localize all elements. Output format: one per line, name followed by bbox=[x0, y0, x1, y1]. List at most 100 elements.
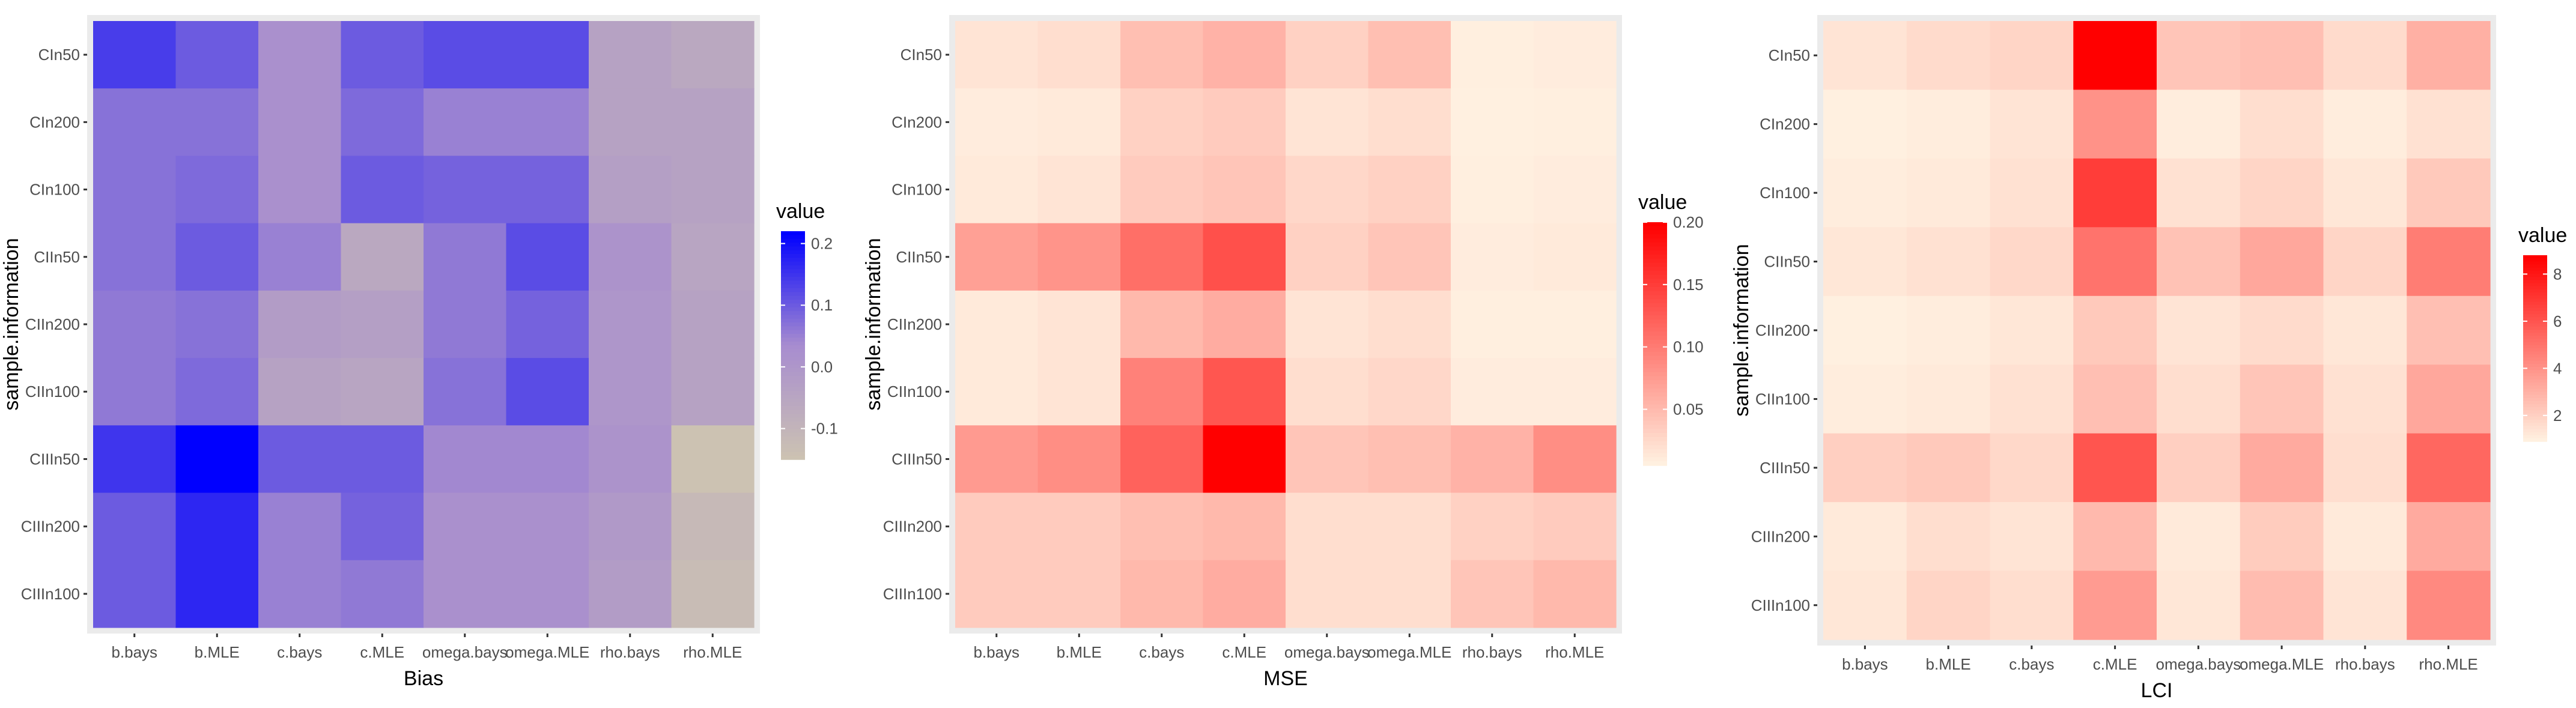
heatmap-cell bbox=[341, 156, 424, 224]
legend-color-step bbox=[781, 383, 805, 388]
legend-color-step bbox=[781, 243, 805, 247]
heatmap-cell bbox=[1368, 290, 1451, 359]
heatmap-cell bbox=[1990, 365, 2074, 434]
heatmap-cell bbox=[2240, 89, 2324, 159]
heatmap-cell bbox=[1037, 560, 1121, 628]
heatmap-cell bbox=[1286, 156, 1369, 224]
heatmap-cell bbox=[1823, 502, 1907, 572]
x-tick-label: b.MLE bbox=[195, 643, 240, 661]
heatmap-cell bbox=[1203, 290, 1286, 359]
legend-color-step bbox=[1643, 408, 1667, 414]
heatmap-cell bbox=[1906, 365, 1991, 434]
heatmap-cell bbox=[1286, 21, 1369, 89]
heatmap-cell bbox=[175, 425, 259, 494]
heatmap-cell bbox=[93, 560, 177, 628]
y-tick-label: CIn50 bbox=[1769, 46, 1810, 64]
legend-color-step bbox=[781, 410, 805, 414]
x-tick-label: c.MLE bbox=[2093, 655, 2137, 673]
heatmap-cell bbox=[1823, 89, 1907, 159]
heatmap-cell bbox=[589, 492, 672, 561]
legend-color-step bbox=[1643, 453, 1667, 458]
heatmap-cell bbox=[175, 156, 259, 224]
heatmap-cell bbox=[1533, 21, 1617, 89]
x-tick-label: rho.MLE bbox=[683, 643, 742, 661]
legend-color-step bbox=[2523, 419, 2547, 423]
heatmap-cell bbox=[506, 425, 589, 494]
y-tick-label: CIn200 bbox=[29, 113, 80, 131]
heatmap-cell bbox=[93, 223, 177, 291]
legend-color-step bbox=[1643, 433, 1667, 438]
legend-color-step bbox=[1643, 295, 1667, 300]
legend-color-step bbox=[2523, 298, 2547, 303]
heatmap-cell bbox=[1286, 560, 1369, 628]
heatmap-cell bbox=[506, 156, 589, 224]
heatmap-cell bbox=[1990, 89, 2074, 159]
legend-color-step bbox=[1643, 279, 1667, 284]
legend-color-step bbox=[781, 265, 805, 270]
legend-color-step bbox=[781, 352, 805, 357]
legend-color-step bbox=[2523, 432, 2547, 436]
y-tick-label: CIIIn50 bbox=[29, 450, 80, 468]
heatmap-cell bbox=[2073, 89, 2157, 159]
legend-color-step bbox=[2523, 410, 2547, 414]
y-tick-label: CIIIn200 bbox=[21, 518, 80, 536]
heatmap-cell bbox=[2073, 570, 2157, 640]
heatmap-cell bbox=[2073, 295, 2157, 365]
heatmap-cell bbox=[2073, 365, 2157, 434]
heatmap-cell bbox=[2240, 365, 2324, 434]
heatmap-cell bbox=[1120, 358, 1204, 426]
heatmap-cell bbox=[1203, 358, 1286, 426]
heatmap-cell bbox=[2157, 295, 2241, 365]
legend-color-step bbox=[1643, 222, 1667, 227]
legend-color-step bbox=[2523, 330, 2547, 333]
legend-color-step bbox=[2523, 367, 2547, 371]
y-tick-label: CIIn100 bbox=[25, 383, 80, 401]
heatmap-cell bbox=[1368, 88, 1451, 157]
heatmap-cell bbox=[2323, 365, 2407, 434]
legend-title: value bbox=[1638, 191, 1687, 214]
legend-color-step bbox=[2523, 407, 2547, 411]
y-tick-label: CIn200 bbox=[892, 113, 942, 131]
legend-color-step bbox=[2523, 395, 2547, 399]
heatmap-panel-2: CIn50 CIn200 CIn100 CIIn50 CIIn200 CIIn100 CII… bbox=[862, 15, 1704, 690]
legend-color-step bbox=[1643, 336, 1667, 340]
heatmap-cell bbox=[1037, 492, 1121, 561]
heatmap-cell bbox=[1533, 560, 1617, 628]
heatmap-cell bbox=[671, 156, 755, 224]
legend-color-step bbox=[1643, 303, 1667, 308]
heatmap-cell bbox=[93, 290, 177, 359]
heatmap-cell bbox=[2323, 570, 2407, 640]
legend-color-step bbox=[781, 395, 805, 399]
heatmap-cell bbox=[506, 560, 589, 628]
heatmap-cell bbox=[93, 21, 177, 89]
heatmap-cell bbox=[1451, 492, 1534, 561]
x-tick-label: omega.MLE bbox=[505, 643, 589, 661]
heatmap-cell bbox=[1037, 425, 1121, 494]
heatmap-cell bbox=[1823, 433, 1907, 503]
heatmap-cell bbox=[1120, 492, 1204, 561]
heatmap-cell bbox=[424, 425, 507, 494]
legend-color-step bbox=[1643, 343, 1667, 349]
heatmap-cell bbox=[955, 21, 1039, 89]
x-tick-label: rho.bays bbox=[1462, 643, 1522, 661]
y-tick-label: CIn100 bbox=[892, 181, 942, 199]
heatmap-cell bbox=[1368, 560, 1451, 628]
heatmap-cell bbox=[2157, 21, 2241, 91]
legend-color-step bbox=[2523, 323, 2547, 327]
legend-color-step bbox=[2523, 392, 2547, 396]
legend-color-step bbox=[781, 292, 805, 297]
legend-color-step bbox=[2523, 277, 2547, 281]
heatmap-cell bbox=[1368, 156, 1451, 224]
legend-tick-label: 0.15 bbox=[1673, 276, 1704, 294]
heatmap-cell bbox=[2240, 502, 2324, 572]
heatmap-cell bbox=[1533, 156, 1617, 224]
heatmap-cell bbox=[506, 290, 589, 359]
legend-color-step bbox=[2523, 360, 2547, 365]
heatmap-cell bbox=[1990, 21, 2074, 91]
legend-color-step bbox=[781, 402, 805, 407]
x-axis-title: LCI bbox=[2141, 679, 2173, 702]
heatmap-cell bbox=[1906, 295, 1991, 365]
legend-color-step bbox=[781, 303, 805, 308]
legend-color-step bbox=[1643, 384, 1667, 389]
